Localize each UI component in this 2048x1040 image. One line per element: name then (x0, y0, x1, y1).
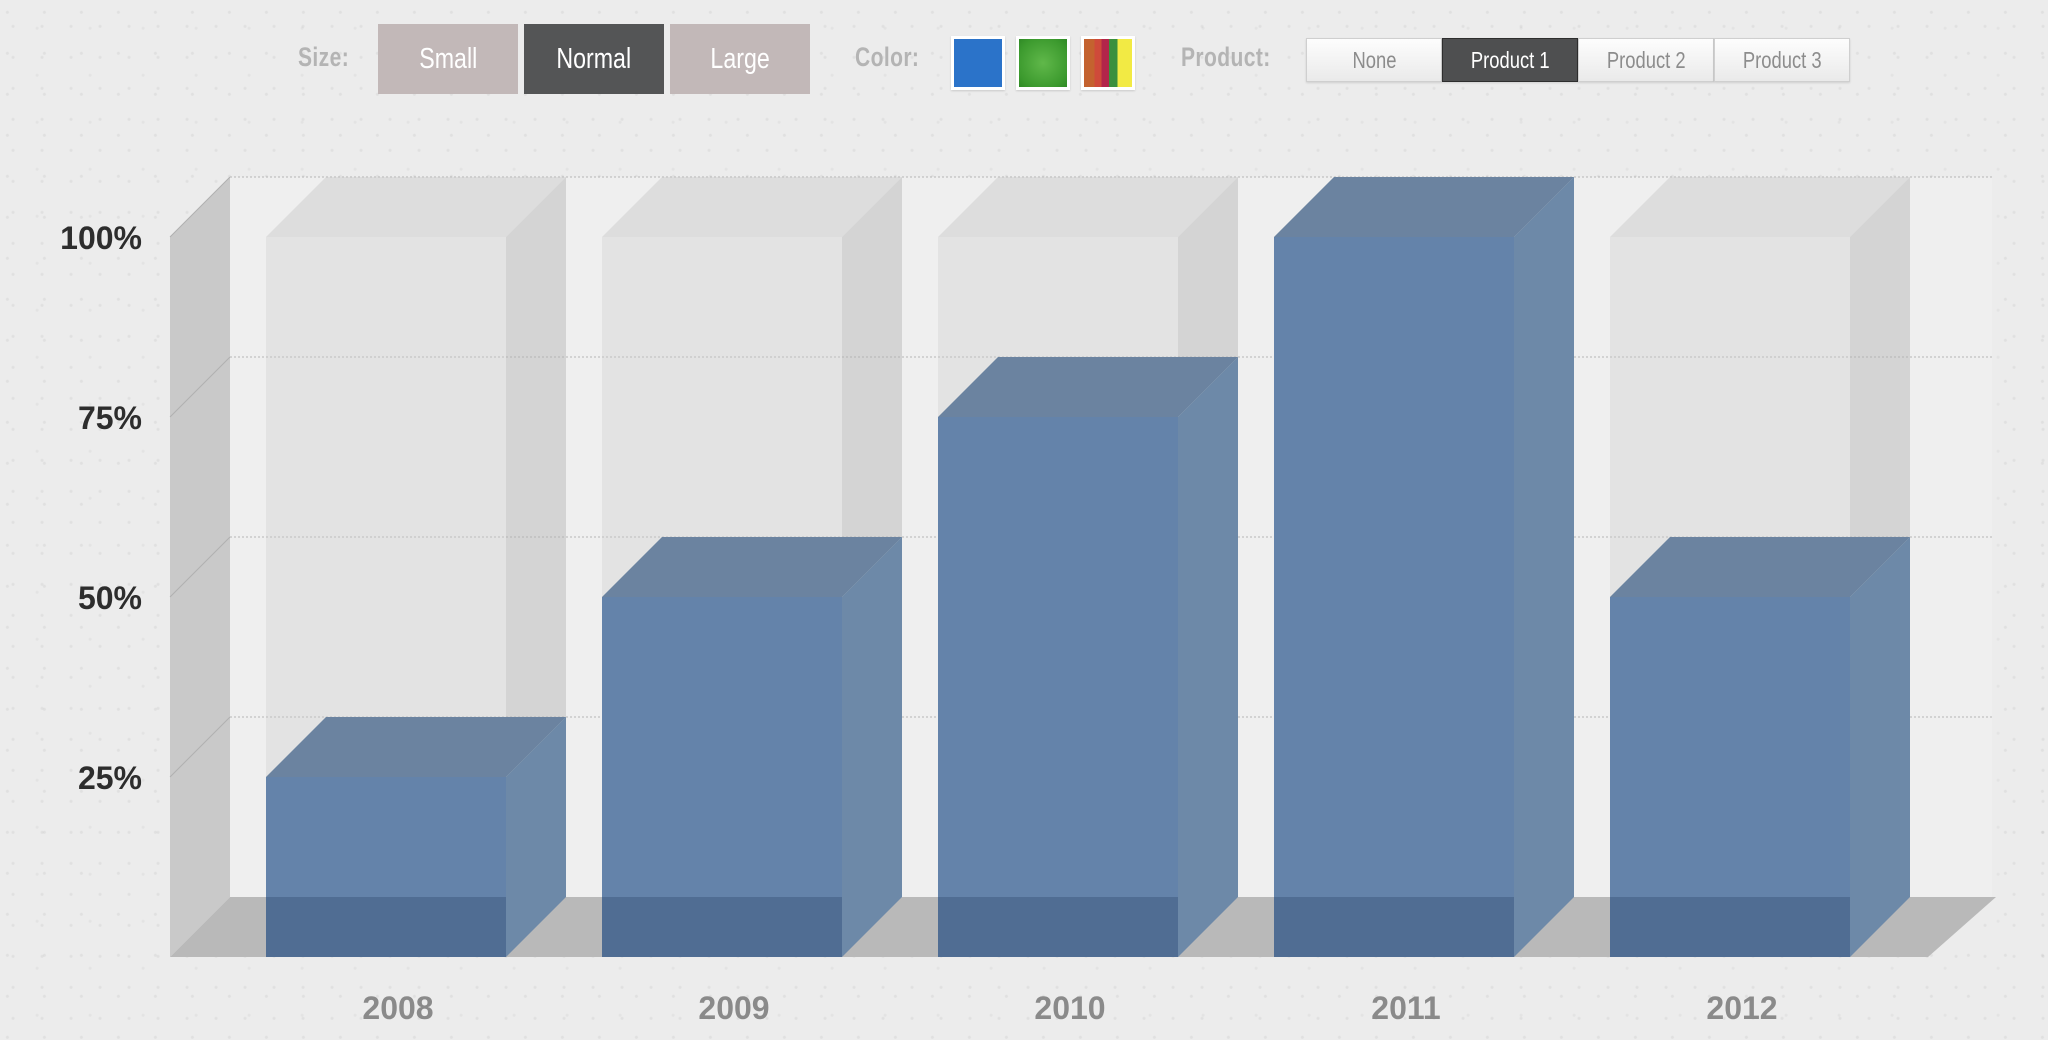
chart-controls: Size: Small Normal Large Color: Product:… (0, 0, 2048, 120)
column-2009 (602, 177, 902, 957)
bar-top (938, 357, 1238, 417)
bar-base (938, 897, 1178, 957)
color-blue-swatch[interactable] (951, 36, 1005, 90)
size-label: Size: (298, 42, 350, 72)
bar-top (602, 537, 902, 597)
y-tick-label: 100% (60, 220, 142, 256)
y-tick-label: 25% (78, 760, 142, 796)
x-tick-label: 2012 (1706, 990, 1777, 1026)
product-1-button[interactable]: Product 1 (1442, 38, 1578, 82)
bar-base (1274, 897, 1514, 957)
bar-top (266, 717, 566, 777)
product-2-button[interactable]: Product 2 (1578, 38, 1714, 82)
column-2008 (266, 177, 566, 957)
column-2010 (938, 177, 1238, 957)
size-large-button[interactable]: Large (670, 24, 810, 94)
x-tick-label: 2011 (1371, 990, 1440, 1026)
y-axis: 25% 50% 75% 100% (60, 220, 142, 796)
column-track-top (938, 177, 1238, 237)
x-tick-label: 2010 (1034, 990, 1105, 1026)
column-2011 (1274, 177, 1574, 957)
bar-side (1514, 177, 1574, 957)
product-none-button[interactable]: None (1306, 38, 1442, 82)
size-small-button[interactable]: Small (378, 24, 518, 94)
x-tick-label: 2009 (698, 990, 769, 1026)
y-tick-label: 50% (78, 580, 142, 616)
bar-side (842, 537, 902, 957)
x-axis: 2008 2009 2010 2011 2012 (362, 990, 1777, 1026)
column-track-top (266, 177, 566, 237)
bar-side (1178, 357, 1238, 957)
y-tick-label: 75% (78, 400, 142, 436)
gridline-side (169, 176, 231, 238)
bar-top (1274, 177, 1574, 237)
column-track-top (1610, 177, 1910, 237)
color-multi-swatch[interactable] (1081, 36, 1135, 90)
bar-top (1610, 537, 1910, 597)
product-label: Product: (1181, 42, 1271, 72)
bar-base (1610, 897, 1850, 957)
color-label: Color: (855, 42, 920, 72)
gridline-side (169, 536, 231, 598)
gridline-side (169, 356, 231, 418)
column-track-top (602, 177, 902, 237)
bar-base (266, 897, 506, 957)
column-2012 (1610, 177, 1910, 957)
bar-side (506, 717, 566, 957)
color-green-swatch[interactable] (1016, 36, 1070, 90)
chart-columns (266, 177, 1910, 957)
bar-2010 (938, 417, 1178, 957)
product-3-button[interactable]: Product 3 (1714, 38, 1850, 82)
bar-2011 (1274, 237, 1514, 957)
size-normal-button[interactable]: Normal (524, 24, 664, 94)
bar-side (1850, 537, 1910, 957)
x-tick-label: 2008 (362, 990, 433, 1026)
gridline-side (169, 716, 231, 778)
bar-base (602, 897, 842, 957)
